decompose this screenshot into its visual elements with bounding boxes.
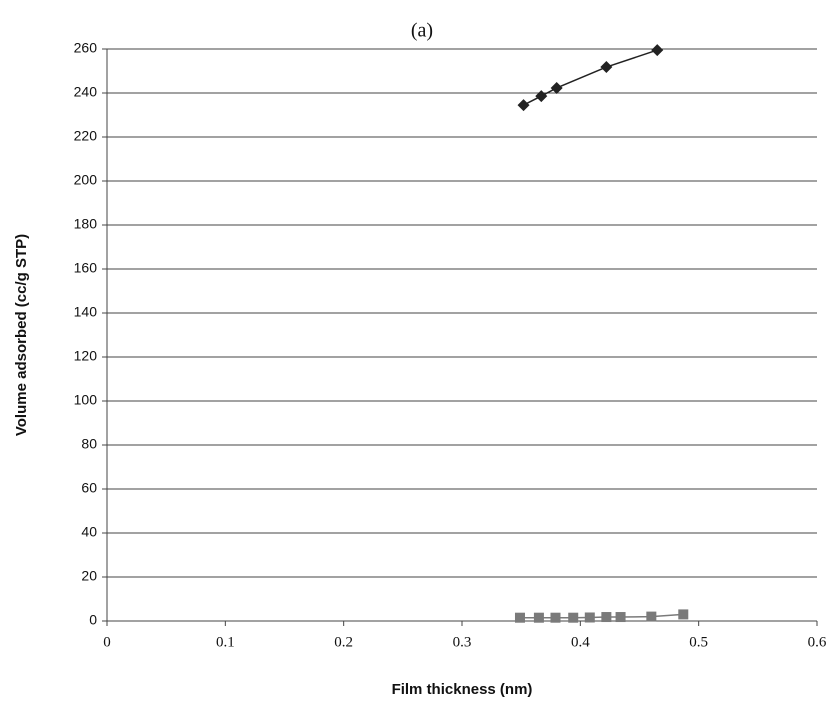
y-tick-label: 0 — [89, 612, 97, 628]
y-tick-label: 120 — [74, 348, 98, 364]
y-tick-label: 60 — [81, 480, 97, 496]
y-tick-label: 80 — [81, 436, 97, 452]
marker — [568, 612, 579, 623]
y-tick-label: 20 — [81, 568, 97, 584]
marker — [646, 611, 657, 622]
marker — [678, 609, 689, 620]
chart-title: (a) — [411, 20, 433, 42]
marker — [533, 612, 544, 623]
y-tick-label: 140 — [74, 304, 98, 320]
marker — [535, 90, 548, 103]
y-tick-label: 200 — [74, 172, 98, 188]
y-tick-label: 220 — [74, 128, 98, 144]
marker — [615, 612, 626, 623]
y-tick-label: 260 — [74, 40, 98, 56]
y-tick-label: 100 — [74, 392, 98, 408]
marker — [601, 612, 612, 623]
marker — [651, 44, 664, 57]
x-tick-label: 0 — [103, 634, 111, 650]
y-tick-label: 160 — [74, 260, 98, 276]
y-tick-label: 40 — [81, 524, 97, 540]
marker — [584, 612, 595, 623]
marker — [517, 99, 530, 112]
marker — [600, 61, 613, 74]
y-tick-label: 240 — [74, 84, 98, 100]
x-tick-label: 0.3 — [453, 634, 472, 650]
x-axis-label: Film thickness (nm) — [392, 681, 533, 698]
marker — [550, 81, 563, 94]
y-tick-label: 180 — [74, 216, 98, 232]
x-tick-label: 0.4 — [571, 634, 590, 650]
marker — [550, 612, 561, 623]
x-tick-label: 0.1 — [216, 634, 235, 650]
marker — [514, 612, 525, 623]
x-tick-label: 0.2 — [334, 634, 353, 650]
x-tick-label: 0.6 — [808, 634, 827, 650]
y-axis-label: Volume adsorbed (cc/g STP) — [13, 234, 30, 436]
x-tick-label: 0.5 — [689, 634, 708, 650]
